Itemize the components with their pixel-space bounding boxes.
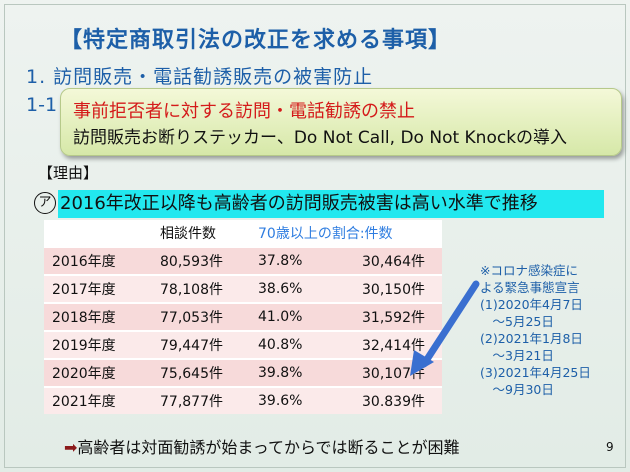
table-cell: 2017年度	[52, 282, 116, 298]
table-cell: 41.0%	[258, 309, 303, 325]
note-line: よる緊急事態宣言	[480, 280, 580, 295]
table-cell: 2018年度	[52, 310, 116, 326]
table-cell: 30,107件	[362, 366, 425, 382]
point-text: 2016年改正以降も高齢者の訪問販売被害は高い水準で推移	[58, 190, 604, 218]
table-row: 2018年度 77,053件 41.0% 31,592件	[44, 303, 442, 331]
callout-headline: 事前拒否者に対する訪問・電話勧誘の禁止	[73, 101, 415, 122]
table-cell: 38.6%	[258, 281, 303, 297]
table-cell: 77,877件	[160, 394, 223, 410]
conclusion-text: 高齢者は対面勧誘が始まってからでは断ることが困難	[77, 438, 460, 457]
note-line: (2)2021年1月8日	[480, 331, 583, 346]
table-cell: 75,645件	[160, 366, 223, 382]
callout-detail: 訪問販売お断りステッカー、Do Not Call, Do Not Knockの導…	[73, 128, 568, 148]
table-cell: 30.839件	[362, 394, 425, 410]
table-cell: 39.8%	[258, 365, 303, 381]
table-header-cell	[44, 220, 160, 247]
table-cell: 37.8%	[258, 253, 303, 269]
table-row: 2019年度 79,447件 40.8% 32,414件	[44, 331, 442, 359]
subsection-number: 1-1	[26, 94, 58, 116]
table-row: 2021年度 77,877件 39.6% 30.839件	[44, 387, 442, 414]
table-header-cell: 70歳以上の割合:件数	[258, 226, 393, 242]
table-cell: 30,464件	[362, 254, 425, 270]
table-cell: 2020年度	[52, 366, 116, 382]
table-cell: 79,447件	[160, 338, 223, 354]
table-cell: 2019年度	[52, 338, 116, 354]
note-line: ～9月30日	[480, 382, 554, 397]
arrow-icon	[410, 280, 480, 376]
right-arrow-icon: ➡	[64, 438, 78, 457]
note-line: (3)2021年4月25日	[480, 365, 591, 380]
table-cell: 31,592件	[362, 310, 425, 326]
table-cell: 2021年度	[52, 394, 116, 410]
table-cell: 39.6%	[258, 393, 303, 409]
table-cell: 32,414件	[362, 338, 425, 354]
reason-label: 【理由】	[38, 164, 99, 182]
table-row: 2016年度 80,593件 37.8% 30,464件	[44, 247, 442, 275]
table-cell: 2016年度	[52, 254, 116, 270]
conclusion: ➡高齢者は対面勧誘が始まってからでは断ることが困難	[64, 434, 460, 458]
note-line: ※コロナ感染症に	[480, 263, 578, 278]
point-marker: ア	[34, 192, 56, 214]
note-line: ～3月21日	[480, 348, 554, 363]
consultation-table: 相談件数 70歳以上の割合:件数 2016年度 80,593件 37.8% 30…	[44, 220, 442, 414]
note-line: ～5月25日	[480, 314, 554, 329]
covid-note: ※コロナ感染症に よる緊急事態宣言 (1)2020年4月7日 ～5月25日 (2…	[480, 262, 591, 398]
table-cell: 77,053件	[160, 310, 223, 326]
table-header-row: 相談件数 70歳以上の割合:件数	[44, 220, 442, 247]
table-cell: 40.8%	[258, 337, 303, 353]
table-header-cell: 相談件数	[160, 226, 216, 242]
table-cell: 80,593件	[160, 254, 223, 270]
callout-box: 事前拒否者に対する訪問・電話勧誘の禁止 訪問販売お断りステッカー、Do Not …	[60, 88, 622, 156]
table-row: 2017年度 78,108件 38.6% 30,150件	[44, 275, 442, 303]
section-heading: 1. 訪問販売・電話勧誘販売の被害防止	[26, 66, 374, 88]
note-line: (1)2020年4月7日	[480, 297, 583, 312]
slide-title: 【特定商取引法の改正を求める事項】	[60, 28, 452, 53]
table-cell: 30,150件	[362, 282, 425, 298]
point-a: ア 2016年改正以降も高齢者の訪問販売被害は高い水準で推移	[34, 190, 604, 218]
slide-frame	[4, 4, 626, 468]
page-number: 9	[606, 440, 614, 454]
table-row: 2020年度 75,645件 39.8% 30,107件	[44, 359, 442, 387]
table-cell: 78,108件	[160, 282, 223, 298]
